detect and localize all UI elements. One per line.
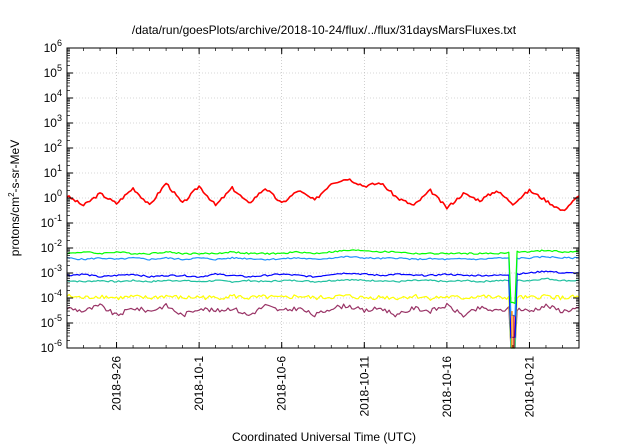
y-tick-label-exponent: 6 — [57, 38, 62, 48]
y-tick-label-base: 10 — [41, 291, 55, 305]
y-tick-label-base: 10 — [44, 166, 58, 180]
y-tick-label-exponent: -3 — [54, 263, 62, 273]
y-tick-label-exponent: -2 — [54, 238, 62, 248]
y-tick-label-exponent: 3 — [57, 113, 62, 123]
chart-title: /data/run/goesPlots/archive/2018-10-24/f… — [132, 23, 517, 37]
x-tick-label: 2018-10-21 — [522, 356, 536, 418]
y-tick-label: 10-2 — [41, 238, 62, 255]
y-tick-label: 104 — [44, 88, 62, 105]
x-axis-label: Coordinated Universal Time (UTC) — [232, 430, 416, 444]
y-tick-label: 10-5 — [41, 313, 62, 330]
y-tick-label: 103 — [44, 113, 62, 130]
y-tick-label: 10-6 — [41, 338, 62, 355]
y-axis-label-superscript: 2 — [7, 192, 16, 197]
y-tick-label-base: 10 — [41, 216, 55, 230]
y-tick-label-exponent: 4 — [57, 88, 62, 98]
y-tick-label-exponent: 5 — [57, 63, 62, 73]
x-tick-label: 2018-10-6 — [275, 356, 289, 411]
y-tick-label: 10-1 — [41, 213, 62, 230]
y-tick-label-base: 10 — [41, 341, 55, 355]
y-tick-label: 106 — [44, 38, 62, 55]
y-tick-label-exponent: -4 — [54, 288, 62, 298]
x-axis-ticks: 2018-9-26 2018-10-1 2018-10-6 2018-10-11 201… — [66, 48, 580, 418]
y-tick-label: 102 — [44, 138, 62, 155]
y-tick-label-exponent: 0 — [57, 188, 62, 198]
x-tick-label: 2018-10-1 — [192, 356, 206, 411]
y-tick-label: 100 — [44, 188, 62, 205]
series-line — [66, 255, 580, 317]
y-axis-label-base: protons/cm — [8, 197, 22, 256]
y-axis-label-rest: -s-sr-MeV — [8, 140, 22, 193]
y-tick-label-base: 10 — [44, 66, 58, 80]
y-tick-label: 105 — [44, 63, 62, 80]
grid-lines — [67, 48, 579, 348]
y-tick-label-base: 10 — [44, 91, 58, 105]
y-tick-label: 10-4 — [41, 288, 62, 305]
y-tick-label-base: 10 — [44, 191, 58, 205]
x-tick-label: 2018-10-11 — [357, 356, 371, 417]
y-tick-label-exponent: -1 — [54, 213, 62, 223]
y-tick-label-base: 10 — [41, 316, 55, 330]
y-tick-label: 101 — [44, 163, 62, 180]
y-tick-label-base: 10 — [44, 41, 58, 55]
y-tick-label-exponent: 2 — [57, 138, 62, 148]
y-axis-ticks: 10-610-510-410-310-210-11001011021031041… — [41, 38, 579, 355]
y-tick-label-base: 10 — [41, 241, 55, 255]
series-line — [66, 178, 580, 212]
y-tick-label-base: 10 — [44, 141, 58, 155]
series-line — [66, 293, 580, 349]
y-axis-label: protons/cm2-s-sr-MeV — [7, 140, 22, 256]
series-line — [66, 270, 580, 339]
series-line — [66, 249, 580, 304]
y-tick-label: 10-3 — [41, 263, 62, 280]
y-tick-label-exponent: -5 — [54, 313, 62, 323]
x-tick-label: 2018-9-26 — [110, 356, 124, 411]
y-tick-label-exponent: -6 — [54, 338, 62, 348]
series-line — [66, 302, 580, 349]
y-tick-label-exponent: 1 — [57, 163, 62, 173]
y-tick-label-base: 10 — [44, 116, 58, 130]
x-tick-label: 2018-10-16 — [440, 356, 454, 418]
series-lines — [66, 178, 580, 349]
y-tick-label-base: 10 — [41, 266, 55, 280]
series-line — [66, 277, 580, 349]
